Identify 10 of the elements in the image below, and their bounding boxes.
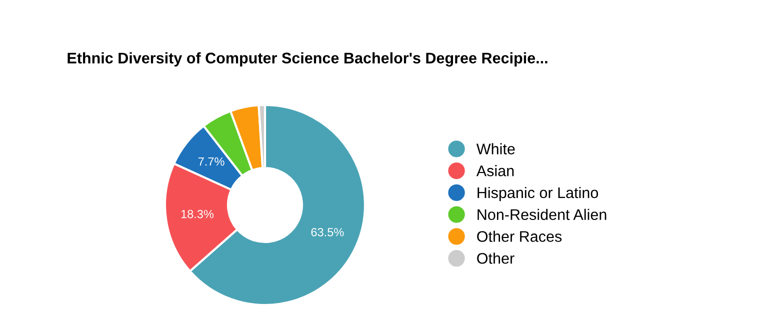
legend-label: Non-Resident Alien bbox=[478, 208, 606, 220]
data-label: 63.5% bbox=[311, 228, 344, 236]
data-label: 7.7% bbox=[198, 157, 224, 166]
chart-title: Ethnic Diversity of Computer Science Bachelor's Degree Recipie... bbox=[68, 52, 548, 67]
legend-label: Other bbox=[477, 252, 514, 264]
data-label: 18.3% bbox=[181, 210, 214, 218]
legend-label: Asian bbox=[476, 165, 514, 176]
legend-label: Hispanic or Latino bbox=[478, 186, 598, 202]
legend-label: White bbox=[476, 143, 515, 154]
legend-label: Other Races bbox=[477, 230, 562, 242]
